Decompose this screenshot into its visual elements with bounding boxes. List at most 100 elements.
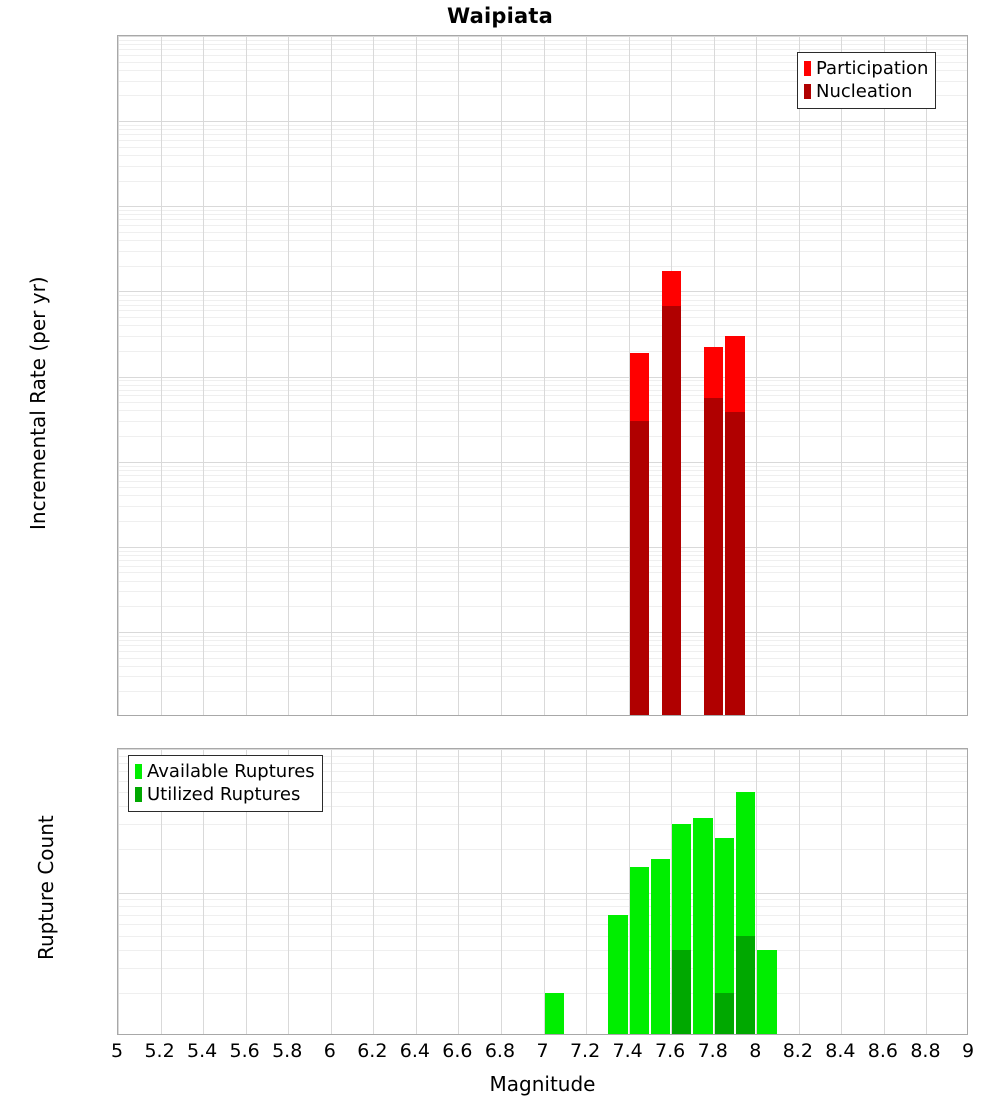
bar-available-ruptures: [629, 867, 649, 1034]
gridline-major: [373, 749, 374, 1034]
gridline-minor: [118, 967, 967, 969]
gridline-minor: [118, 54, 967, 56]
x-tick-label: 8: [749, 1040, 762, 1062]
legend-item: Participation: [804, 57, 928, 80]
bar-available-ruptures: [650, 859, 671, 1034]
gridline-major: [926, 36, 927, 715]
gridline-minor: [118, 219, 967, 221]
gridline-minor: [118, 180, 967, 182]
top-legend: Participation Nucleation: [797, 52, 937, 109]
x-tick-label: 7: [536, 1040, 549, 1062]
gridline-minor: [118, 61, 967, 63]
x-tick-label: 7.6: [655, 1040, 686, 1062]
gridline-minor: [118, 762, 967, 764]
x-tick-label: 8.8: [910, 1040, 941, 1062]
gridline-major: [799, 749, 800, 1034]
gridline-major: [458, 36, 459, 715]
gridline-major: [203, 36, 204, 715]
gridline-minor: [118, 225, 967, 227]
gridline-major: [841, 36, 842, 715]
gridline-minor: [118, 992, 967, 994]
gridline-major: [288, 749, 289, 1034]
gridline-major: [118, 36, 119, 715]
gridline-minor: [118, 265, 967, 267]
bar-nucleation: [704, 397, 724, 715]
gridline-major: [118, 376, 967, 378]
x-tick-label: 7.2: [569, 1040, 601, 1062]
gridline-major: [501, 36, 502, 715]
gridline-major: [118, 461, 967, 463]
gridline-major: [246, 36, 247, 715]
gridline-minor: [118, 240, 967, 242]
x-axis-label: Magnitude: [489, 1072, 596, 1096]
bar-utilized-ruptures: [714, 992, 734, 1034]
x-tick-label: 6: [323, 1040, 336, 1062]
gridline-major: [118, 206, 967, 208]
bar-available-ruptures: [608, 914, 628, 1034]
gridline-major: [118, 892, 967, 894]
gridline-minor: [118, 691, 967, 693]
legend-label: Participation: [816, 57, 929, 79]
gridline-minor: [118, 606, 967, 608]
gridline-minor: [118, 384, 967, 386]
gridline-major: [416, 36, 417, 715]
gridline-major: [118, 631, 967, 633]
gridline-minor: [118, 421, 967, 422]
gridline-minor: [118, 154, 967, 156]
gridline-major: [161, 36, 162, 715]
gridline-major: [203, 749, 204, 1034]
x-tick-label: 8.2: [782, 1040, 813, 1062]
legend-label: Utilized Ruptures: [147, 783, 301, 805]
bar-available-ruptures: [714, 837, 734, 1034]
legend-swatch-icon: [135, 764, 142, 779]
gridline-major: [118, 36, 967, 37]
gridline-minor: [118, 657, 967, 659]
gridline-minor: [118, 317, 967, 318]
gridline-minor: [118, 250, 967, 252]
gridline-minor: [118, 146, 967, 148]
x-tick-label: 6.4: [399, 1040, 430, 1062]
bar-utilized-ruptures: [672, 949, 692, 1034]
legend-swatch-icon: [135, 787, 142, 802]
gridline-major: [586, 749, 587, 1034]
gridline-minor: [118, 906, 967, 908]
gridline-minor: [118, 95, 967, 97]
gridline-minor: [118, 487, 967, 489]
gridline-minor: [118, 39, 967, 41]
gridline-minor: [118, 899, 967, 901]
gridline-major: [926, 749, 927, 1034]
gridline-minor: [118, 935, 967, 937]
legend-label: Available Ruptures: [147, 760, 315, 782]
gridline-minor: [118, 129, 967, 131]
legend-swatch-icon: [804, 61, 811, 76]
gridline-minor: [118, 125, 967, 127]
gridline-major: [458, 749, 459, 1034]
gridline-minor: [118, 640, 967, 642]
gridline-minor: [118, 214, 967, 216]
gridline-minor: [118, 849, 967, 851]
x-tick-label: 8.4: [825, 1040, 856, 1062]
top-y-axis-label: Incremental Rate (per yr): [26, 276, 50, 530]
gridline-major: [756, 749, 757, 1034]
gridline-minor: [118, 806, 967, 808]
bar-nucleation: [629, 421, 649, 715]
gridline-minor: [118, 565, 967, 567]
gridline-major: [118, 749, 967, 750]
gridline-minor: [118, 676, 967, 678]
gridline-minor: [118, 140, 967, 141]
gridline-minor: [118, 465, 967, 467]
gridline-minor: [118, 824, 967, 826]
x-tick-label: 5.4: [186, 1040, 218, 1062]
gridline-major: [629, 36, 630, 715]
gridline-minor: [118, 780, 967, 782]
bar-nucleation: [661, 306, 681, 715]
gridline-minor: [118, 469, 967, 471]
gridline-minor: [118, 410, 967, 412]
gridline-minor: [118, 495, 967, 497]
gridline-minor: [118, 380, 967, 382]
gridline-minor: [118, 402, 967, 404]
gridline-major: [799, 36, 800, 715]
gridline-major: [288, 36, 289, 715]
x-tick-label: 5.8: [272, 1040, 303, 1062]
